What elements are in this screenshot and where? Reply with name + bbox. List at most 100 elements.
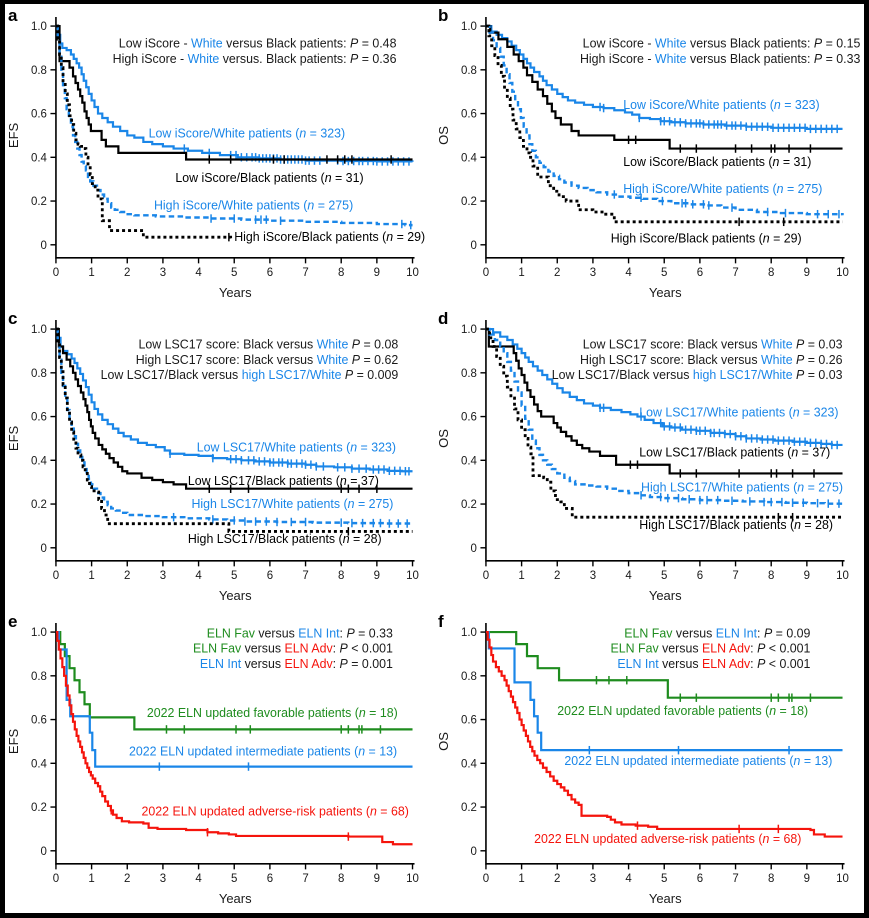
x-tick-label: 2	[554, 267, 560, 279]
x-axis-label: Years	[219, 285, 252, 300]
y-tick-label: 0.4	[31, 455, 48, 467]
pvalue-annotation: Low iScore - White versus Black patients…	[582, 37, 860, 51]
x-tick-label: 1	[518, 570, 524, 582]
y-axis-label: EFS	[6, 425, 21, 451]
y-tick-label: 1.0	[460, 21, 476, 33]
x-tick-label: 3	[589, 873, 595, 885]
y-tick-label: 0.8	[31, 65, 47, 77]
panel-letter: d	[437, 309, 447, 328]
plot-d: 1.0 0.8 0.6 0.4 0.2 0 0 1 2 3 4 5 6 7 8 9 10 Years OS d Low …	[436, 309, 849, 603]
x-tick-label: 9	[374, 267, 380, 279]
x-tick-label: 8	[338, 267, 344, 279]
curve-label: 2022 ELN updated intermediate patients (…	[564, 754, 832, 768]
x-tick-label: 10	[406, 267, 419, 279]
x-tick-label: 0	[482, 570, 488, 582]
y-tick-label: 0.6	[31, 412, 47, 424]
pvalue-annotation: ELN Int versus ELN Adv: P = 0.001	[200, 657, 393, 671]
x-tick-label: 6	[267, 570, 273, 582]
x-tick-label: 5	[231, 873, 237, 885]
y-axis-label: EFS	[6, 728, 21, 754]
x-tick-label: 10	[836, 570, 849, 582]
x-tick-label: 0	[53, 570, 59, 582]
curve-label: Low iScore/White patients (n = 323)	[149, 127, 345, 141]
x-tick-label: 1	[518, 873, 524, 885]
x-tick-label: 9	[374, 570, 380, 582]
pvalue-annotation: High iScore - White versus Black patient…	[579, 52, 859, 66]
x-tick-label: 6	[696, 267, 702, 279]
y-tick-label: 0.8	[460, 671, 476, 683]
y-tick-label: 0	[470, 543, 476, 555]
x-tick-label: 10	[836, 873, 849, 885]
x-axis-label: Years	[648, 588, 681, 603]
pvalue-annotation: ELN Fav versus ELN Adv: P < 0.001	[610, 642, 810, 656]
curve-f-blue-solid	[485, 630, 843, 752]
x-tick-label: 4	[625, 267, 632, 279]
pvalue-annotation: Low LSC17 score: Black versus White P = …	[582, 338, 842, 352]
curve-label: Low iScore/Black patients (n = 31)	[623, 155, 811, 169]
pvalue-annotation: ELN Fav versus ELN Int: P = 0.33	[207, 627, 393, 641]
curve-label: High iScore/Black patients (n = 29)	[610, 232, 801, 246]
y-tick-label: 0.8	[460, 65, 476, 77]
x-tick-label: 7	[732, 570, 738, 582]
x-tick-label: 5	[661, 570, 667, 582]
y-axis-label: OS	[436, 126, 451, 145]
x-tick-label: 10	[406, 873, 419, 885]
plot-c: 1.0 0.8 0.6 0.4 0.2 0 0 1 2 3 4 5 6 7 8 9 10 Years EFS c Low…	[6, 309, 419, 603]
x-tick-label: 4	[625, 873, 632, 885]
panel-letter: c	[8, 309, 17, 328]
curve-label: High iScore/White patients (n = 275)	[623, 182, 822, 196]
panel-b: 1.0 0.8 0.6 0.4 0.2 0 0 1 2 3 4 5 6 7 8 9 10 Years OS b Low …	[435, 4, 865, 307]
curve-b-black-dashed	[485, 24, 843, 224]
panel-letter: e	[8, 612, 17, 631]
survival-figure: 1.0 0.8 0.6 0.4 0.2 0 0 1 2 3 4 5 6 7 8 9 10 Years EFS a Low…	[5, 4, 864, 913]
x-tick-label: 2	[554, 873, 560, 885]
curve-label: 2022 ELN updated favorable patients (n =…	[147, 706, 398, 720]
curve-label: Low LSC17/White patients (n = 323)	[197, 441, 396, 455]
y-tick-label: 0.6	[460, 412, 476, 424]
plot-f: 1.0 0.8 0.6 0.4 0.2 0 0 1 2 3 4 5 6 7 8 9 10 Years OS f 2022…	[436, 612, 849, 906]
x-tick-label: 4	[195, 570, 202, 582]
y-tick-label: 0.8	[31, 368, 47, 380]
x-tick-label: 0	[53, 267, 59, 279]
curve-label: Low LSC17/Black patients (n = 37)	[639, 446, 830, 460]
curve-c-black-solid	[55, 327, 413, 490]
panel-letter: a	[8, 6, 18, 25]
curve-label: High LSC17/White patients (n = 275)	[191, 497, 393, 511]
y-tick-label: 0.6	[460, 715, 476, 727]
y-axis-label: OS	[436, 732, 451, 751]
x-tick-label: 5	[231, 570, 237, 582]
panel-letter: f	[437, 612, 443, 631]
x-tick-label: 1	[88, 267, 94, 279]
y-tick-label: 0.4	[460, 455, 477, 467]
pvalue-annotation: Low LSC17/Black versus high LSC17/White …	[551, 368, 842, 382]
pvalue-annotation: ELN Int versus ELN Adv: P < 0.001	[617, 657, 810, 671]
x-tick-label: 5	[231, 267, 237, 279]
x-tick-label: 0	[482, 873, 488, 885]
y-tick-label: 1.0	[31, 21, 47, 33]
curve-label: Low iScore/White patients (n = 323)	[623, 98, 819, 112]
y-tick-label: 0.2	[460, 499, 476, 511]
pvalue-annotation: ELN Fav versus ELN Adv: P < 0.001	[193, 642, 393, 656]
y-tick-label: 0	[41, 543, 47, 555]
curve-label: 2022 ELN updated favorable patients (n =…	[557, 704, 808, 718]
curve-d-blue-dashed	[485, 327, 844, 505]
panel-a: 1.0 0.8 0.6 0.4 0.2 0 0 1 2 3 4 5 6 7 8 9 10 Years EFS a Low…	[5, 4, 435, 307]
curve-d-black-solid	[485, 327, 843, 475]
curve-label: Low LSC17/Black patients (n = 37)	[188, 474, 379, 488]
x-tick-label: 6	[696, 873, 702, 885]
curve-f-green-solid	[485, 630, 843, 699]
y-tick-label: 0.8	[31, 671, 47, 683]
plot-b: 1.0 0.8 0.6 0.4 0.2 0 0 1 2 3 4 5 6 7 8 9 10 Years OS b Low …	[436, 6, 860, 300]
y-tick-label: 1.0	[460, 627, 476, 639]
x-tick-label: 2	[124, 873, 130, 885]
pvalue-annotation: High iScore - White versus. Black patien…	[113, 52, 397, 66]
x-tick-label: 0	[53, 873, 59, 885]
panel-f: 1.0 0.8 0.6 0.4 0.2 0 0 1 2 3 4 5 6 7 8 9 10 Years OS f 2022…	[435, 610, 865, 913]
curve-a-blue-solid	[55, 24, 414, 163]
x-tick-label: 1	[88, 570, 94, 582]
curve-b-blue-dashed	[485, 24, 844, 216]
axis-spines	[484, 17, 845, 259]
x-tick-label: 0	[482, 267, 488, 279]
curve-label: Low iScore/Black patients (n = 31)	[175, 171, 363, 185]
plot-a: 1.0 0.8 0.6 0.4 0.2 0 0 1 2 3 4 5 6 7 8 9 10 Years EFS a Low…	[6, 6, 425, 300]
